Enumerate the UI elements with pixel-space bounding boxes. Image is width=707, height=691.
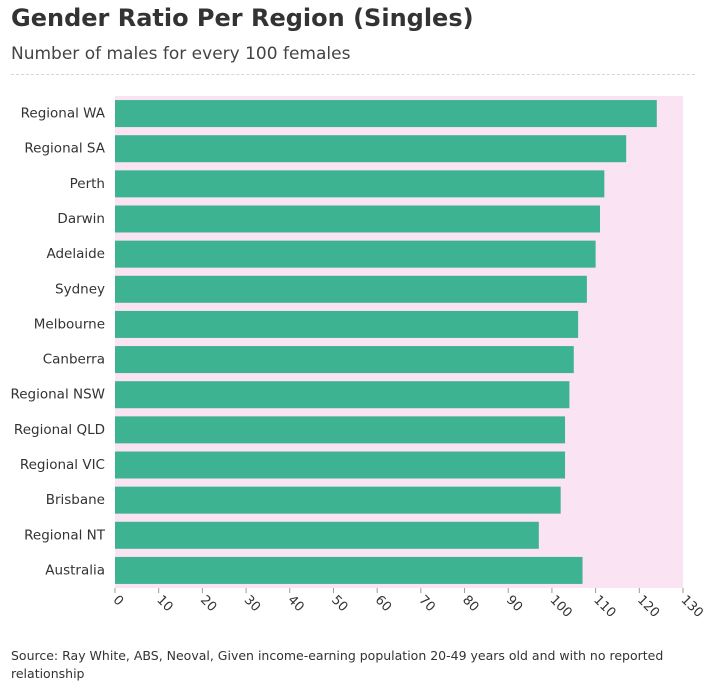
bar	[115, 486, 561, 514]
bar	[115, 451, 566, 479]
bar-chart: Regional WA Regional SA Perth Darwin Adelaid…	[10, 96, 706, 621]
x-tick-label: 60	[372, 593, 394, 615]
x-tick-label: 120	[634, 593, 662, 621]
category-label: Regional SA	[24, 141, 105, 157]
bar	[115, 310, 579, 338]
category-label: Perth	[70, 176, 105, 192]
x-tick-label: 20	[197, 593, 219, 615]
category-label: Regional WA	[21, 106, 106, 122]
x-tick-label: 40	[284, 593, 306, 615]
bars-group	[115, 100, 657, 584]
bar	[115, 205, 600, 233]
bar	[115, 170, 605, 198]
bar	[115, 556, 583, 584]
chart-title: Gender Ratio Per Region (Singles)	[11, 4, 474, 32]
x-tick-label: 30	[241, 593, 263, 615]
category-label: Canberra	[43, 352, 105, 368]
x-tick-label: 100	[547, 593, 575, 621]
category-label: Regional QLD	[14, 422, 105, 438]
x-tick-label: 110	[590, 593, 618, 621]
category-label: Melbourne	[34, 316, 105, 332]
category-label: Regional NT	[24, 527, 106, 543]
category-label: Sydney	[55, 281, 105, 297]
bar	[115, 275, 587, 303]
bar	[115, 135, 627, 163]
title-divider	[11, 74, 695, 75]
x-tick-label: 10	[153, 593, 175, 615]
x-tick-label: 80	[459, 593, 481, 615]
category-label: Australia	[45, 562, 105, 578]
category-label: Darwin	[57, 211, 105, 227]
x-tick-label: 130	[678, 593, 706, 621]
category-label: Regional NSW	[10, 387, 105, 403]
bar	[115, 240, 596, 268]
bar	[115, 381, 570, 409]
source-note: Source: Ray White, ABS, Neoval, Given in…	[11, 648, 664, 681]
x-axis-ticks: 0 10 20 30 40 50 60 70 80 90 100 110 120 130	[110, 588, 706, 621]
chart-subtitle: Number of males for every 100 females	[11, 44, 351, 64]
category-label: Adelaide	[46, 246, 105, 262]
x-tick-label: 50	[328, 593, 350, 615]
category-label: Regional VIC	[20, 457, 105, 473]
x-tick-label: 90	[503, 593, 525, 615]
bar	[115, 521, 539, 549]
bar	[115, 100, 657, 128]
plot-background	[115, 96, 683, 588]
bar	[115, 346, 574, 374]
x-tick-label: 0	[110, 593, 126, 609]
bar	[115, 416, 566, 444]
category-label: Brisbane	[46, 492, 105, 508]
x-tick-label: 70	[416, 593, 438, 615]
category-labels: Regional WA Regional SA Perth Darwin Adelaid…	[10, 106, 105, 579]
